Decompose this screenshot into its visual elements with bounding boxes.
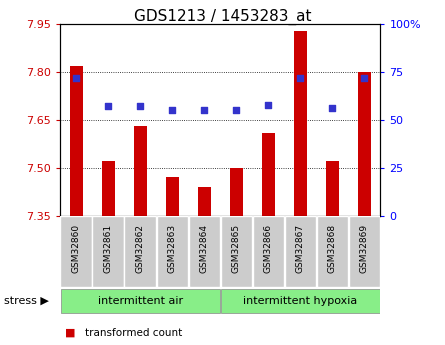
Text: transformed count: transformed count	[85, 328, 182, 338]
Bar	[326, 161, 339, 216]
Text: GSM32864: GSM32864	[200, 224, 209, 273]
Text: GSM32869: GSM32869	[360, 224, 369, 274]
FancyBboxPatch shape	[221, 216, 252, 287]
Text: GSM32866: GSM32866	[264, 224, 273, 274]
Text: GSM32863: GSM32863	[168, 224, 177, 274]
Bar	[134, 126, 146, 216]
FancyBboxPatch shape	[221, 289, 380, 313]
Point	[201, 108, 208, 113]
Bar	[294, 31, 307, 216]
Text: GSM32860: GSM32860	[72, 224, 81, 274]
Point	[265, 102, 272, 107]
Text: ■: ■	[65, 328, 75, 338]
FancyBboxPatch shape	[125, 216, 156, 287]
Bar	[166, 177, 178, 216]
Point	[329, 106, 336, 111]
Text: intermittent hypoxia: intermittent hypoxia	[243, 296, 357, 306]
Text: intermittent air: intermittent air	[97, 296, 183, 306]
Text: stress ▶: stress ▶	[4, 296, 49, 306]
FancyBboxPatch shape	[189, 216, 220, 287]
FancyBboxPatch shape	[349, 216, 380, 287]
Text: GSM32865: GSM32865	[232, 224, 241, 274]
Bar	[230, 168, 243, 216]
Bar	[70, 66, 82, 216]
FancyBboxPatch shape	[317, 216, 348, 287]
FancyBboxPatch shape	[61, 216, 92, 287]
Text: GDS1213 / 1453283_at: GDS1213 / 1453283_at	[134, 9, 311, 25]
Bar	[358, 72, 371, 216]
FancyBboxPatch shape	[93, 216, 124, 287]
Text: GSM32862: GSM32862	[136, 224, 145, 273]
FancyBboxPatch shape	[61, 289, 220, 313]
Text: GSM32867: GSM32867	[296, 224, 305, 274]
FancyBboxPatch shape	[285, 216, 316, 287]
Text: GSM32868: GSM32868	[328, 224, 337, 274]
Bar	[102, 161, 114, 216]
Point	[169, 108, 176, 113]
Point	[137, 104, 144, 109]
Point	[297, 75, 304, 80]
Point	[73, 75, 80, 80]
Bar	[262, 132, 275, 216]
Point	[105, 104, 112, 109]
Text: GSM32861: GSM32861	[104, 224, 113, 274]
Point	[233, 108, 240, 113]
FancyBboxPatch shape	[253, 216, 284, 287]
Point	[361, 75, 368, 80]
Bar	[198, 187, 210, 216]
FancyBboxPatch shape	[157, 216, 188, 287]
